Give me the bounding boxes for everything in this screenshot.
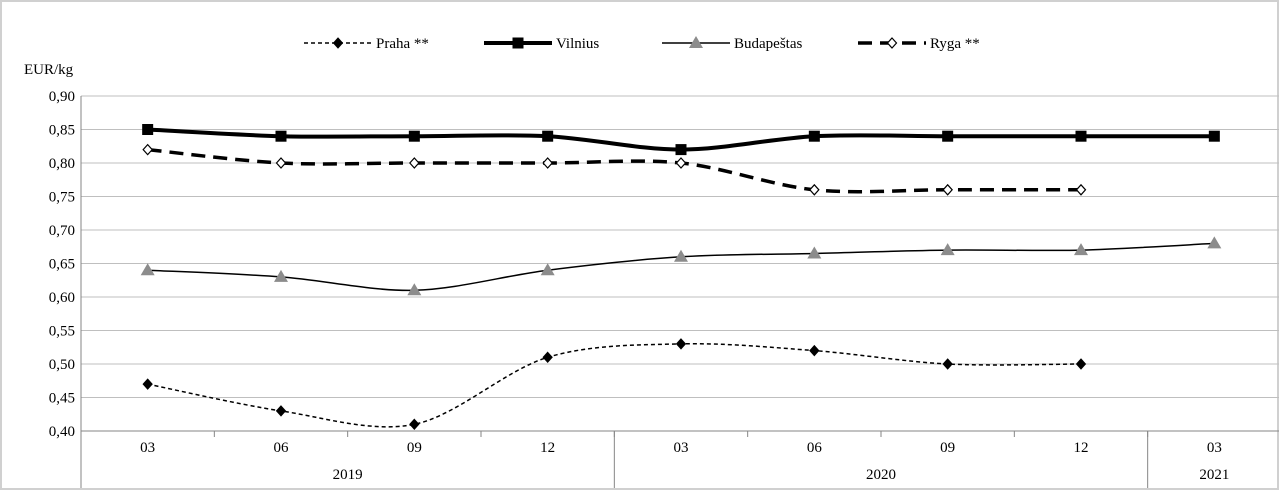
data-point xyxy=(674,249,688,262)
legend-item: Vilnius xyxy=(484,36,599,52)
year-group-label: 2019 xyxy=(333,467,363,483)
x-tick-label: 03 xyxy=(140,440,155,456)
data-point xyxy=(512,37,524,49)
y-tick-label: 0,50 xyxy=(49,357,75,373)
x-tick-label: 09 xyxy=(407,440,422,456)
series-line xyxy=(147,147,1081,194)
y-tick-label: 0,65 xyxy=(49,257,75,273)
axes: 0,40 0,45 0,50 0,55 0,60 0,65 0,70 0,75 0,80 0,85… xyxy=(49,89,1279,488)
data-point xyxy=(540,263,555,276)
data-point xyxy=(274,269,288,282)
data-point xyxy=(542,351,553,364)
x-tick-label: 03 xyxy=(1207,440,1222,456)
legend-label: Vilnius xyxy=(556,36,599,52)
data-point xyxy=(675,157,687,169)
series-1 xyxy=(142,124,1220,156)
data-point xyxy=(689,36,703,48)
data-point xyxy=(140,263,155,276)
gridlines xyxy=(81,95,1279,398)
y-tick-label: 0,80 xyxy=(49,156,75,172)
data-point xyxy=(675,144,687,156)
y-axis-label: EUR/kg xyxy=(24,62,74,78)
data-point xyxy=(1075,358,1087,370)
y-tick-label: 0,90 xyxy=(49,89,75,105)
year-group-label: 2021 xyxy=(1199,467,1229,483)
data-point xyxy=(408,130,420,142)
legend-item: Budapeštas xyxy=(662,36,802,52)
data-point xyxy=(1208,130,1220,142)
data-point xyxy=(542,130,554,142)
data-point xyxy=(942,358,953,370)
data-point xyxy=(1207,236,1222,249)
data-point xyxy=(409,157,420,169)
data-point xyxy=(1075,183,1087,196)
series-2 xyxy=(140,236,1222,296)
data-point xyxy=(275,405,287,417)
data-point xyxy=(808,130,820,142)
legend-label: Praha ** xyxy=(376,36,429,52)
x-tick-label: 09 xyxy=(940,440,955,456)
y-tick-label: 0,85 xyxy=(49,123,75,139)
year-group-label: 2020 xyxy=(866,467,896,483)
data-point xyxy=(275,157,287,169)
data-point xyxy=(407,283,422,296)
x-tick-label: 12 xyxy=(540,440,555,456)
data-point xyxy=(1074,243,1088,256)
data-point xyxy=(942,130,954,142)
x-tick-label: 06 xyxy=(274,440,290,456)
data-point xyxy=(275,130,287,142)
legend-item: Praha ** xyxy=(304,36,429,52)
legend: Praha ** Vilnius Budapeštas Ryga ** xyxy=(304,36,980,52)
data-point xyxy=(142,143,153,156)
data-point xyxy=(542,157,553,169)
series-0 xyxy=(142,338,1087,431)
data-point xyxy=(942,183,953,196)
data-point xyxy=(807,246,822,259)
data-point xyxy=(142,124,154,135)
legend-item: Ryga ** xyxy=(858,36,980,52)
data-point xyxy=(809,183,820,196)
legend-label: Budapeštas xyxy=(734,36,802,52)
series-3 xyxy=(142,143,1087,196)
data-point xyxy=(332,37,344,49)
legend-label: Ryga ** xyxy=(930,36,980,52)
data-point xyxy=(1075,130,1087,142)
data-point xyxy=(675,338,687,350)
data-point xyxy=(940,243,955,256)
data-point xyxy=(142,378,153,390)
data-point xyxy=(409,418,420,431)
x-tick-label: 12 xyxy=(1074,440,1089,456)
y-tick-label: 0,45 xyxy=(49,391,75,407)
data-point xyxy=(809,344,820,357)
x-tick-label: 06 xyxy=(807,440,823,456)
y-tick-label: 0,55 xyxy=(49,324,75,340)
series-line xyxy=(147,342,1082,428)
series-lines xyxy=(140,124,1222,431)
y-tick-label: 0,40 xyxy=(49,424,75,440)
y-tick-label: 0,60 xyxy=(49,290,75,306)
y-tick-label: 0,70 xyxy=(49,223,75,239)
x-tick-label: 03 xyxy=(674,440,689,456)
data-point xyxy=(886,37,898,49)
y-tick-label: 0,75 xyxy=(49,190,75,206)
